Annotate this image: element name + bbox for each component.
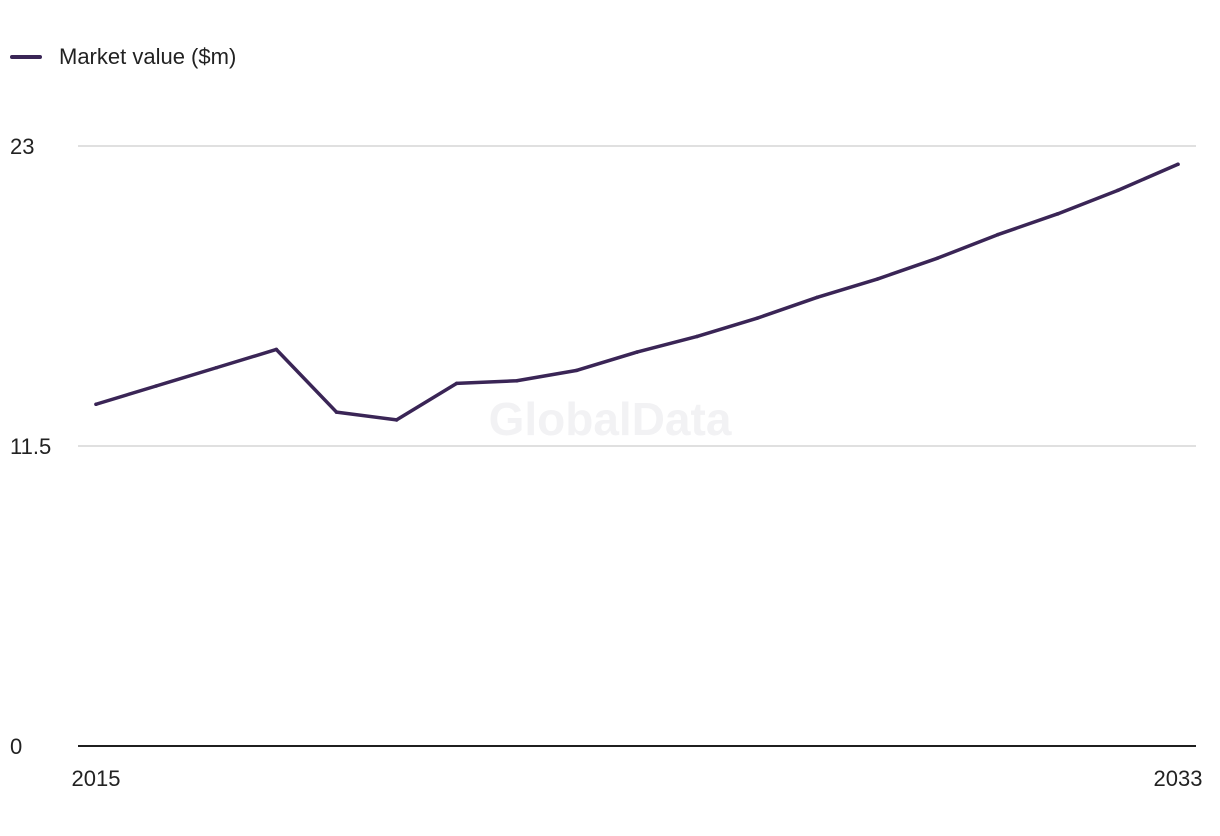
- data-point: [755, 316, 760, 320]
- data-point: [274, 347, 279, 352]
- series-line-market-value: [94, 162, 1180, 422]
- data-point: [1176, 162, 1180, 167]
- data-point: [154, 384, 158, 388]
- legend-swatch: [10, 55, 42, 59]
- data-point: [695, 334, 699, 339]
- data-point: [514, 378, 519, 383]
- x-tick-label: 2033: [1153, 766, 1202, 791]
- data-point: [935, 256, 940, 260]
- data-point: [995, 232, 1000, 237]
- data-point: [575, 368, 579, 373]
- data-point: [1055, 212, 1060, 216]
- data-point: [214, 365, 219, 370]
- data-point: [334, 410, 339, 414]
- data-point: [394, 418, 399, 422]
- x-tick-label: 2015: [72, 766, 121, 791]
- legend-label: Market value ($m): [59, 44, 237, 69]
- data-point: [454, 381, 459, 386]
- data-point: [815, 295, 820, 300]
- legend: Market value ($m): [10, 44, 236, 70]
- data-point: [875, 277, 880, 281]
- y-tick-label: 0: [10, 734, 22, 759]
- y-tick-label: 11.5: [10, 434, 51, 459]
- data-point: [635, 350, 639, 354]
- watermark: GlobalData: [489, 393, 732, 445]
- data-point: [94, 402, 98, 407]
- y-tick-label: 23: [10, 134, 34, 159]
- data-point: [1116, 188, 1120, 193]
